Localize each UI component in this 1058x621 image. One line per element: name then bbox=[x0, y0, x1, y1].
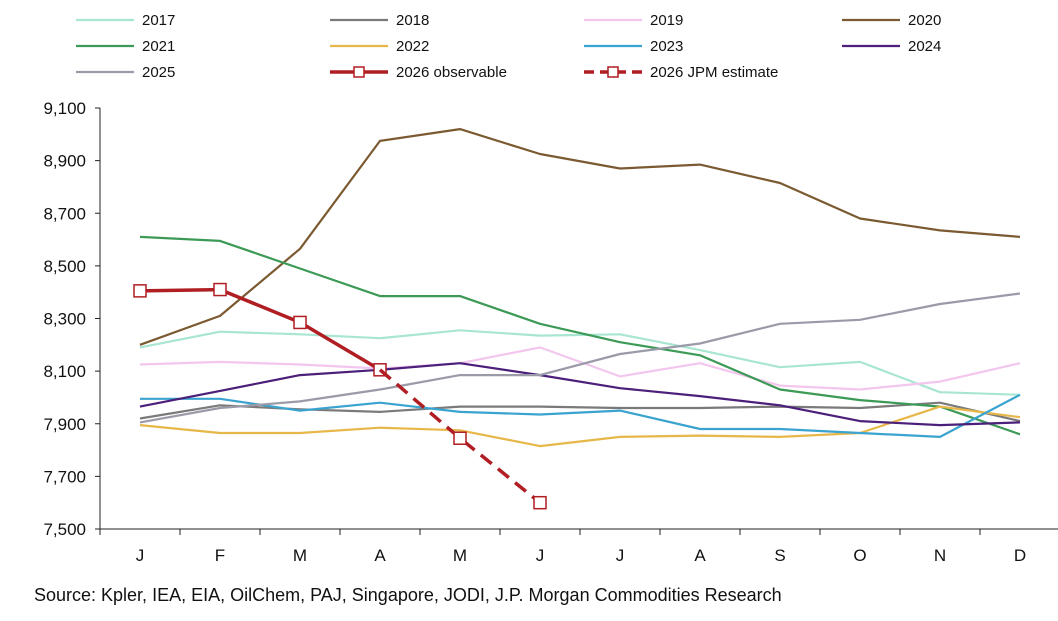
legend-swatch-marker bbox=[353, 66, 365, 78]
legend-label: 2026 observable bbox=[396, 64, 507, 81]
series-line bbox=[139, 329, 1021, 396]
series-lines bbox=[133, 128, 1021, 510]
legend-label: 2021 bbox=[142, 38, 175, 55]
series-line bbox=[139, 128, 1021, 346]
x-tick-label: J bbox=[136, 546, 145, 565]
legend-label: 2024 bbox=[908, 38, 941, 55]
line-chart: 2017 2018 2019 2020 2021 2022 2023 2024 2025 2026… bbox=[43, 12, 1058, 565]
x-tick-label: A bbox=[694, 546, 706, 565]
x-tick-label: J bbox=[536, 546, 545, 565]
x-tick-label: D bbox=[1014, 546, 1026, 565]
data-point-marker bbox=[453, 431, 467, 445]
y-tick-label: 8,700 bbox=[43, 204, 86, 223]
series-line bbox=[139, 287, 381, 372]
y-tick-label: 7,900 bbox=[43, 415, 86, 434]
x-tick-label: M bbox=[293, 546, 307, 565]
x-tick-label: J bbox=[616, 546, 625, 565]
legend-label: 2026 JPM estimate bbox=[650, 64, 778, 81]
y-tick-label: 8,100 bbox=[43, 362, 86, 381]
legend-label: 2020 bbox=[908, 12, 941, 29]
y-tick-label: 7,700 bbox=[43, 467, 86, 486]
series-line bbox=[378, 368, 542, 505]
y-tick-label: 8,300 bbox=[43, 310, 86, 329]
y-tick-label: 8,900 bbox=[43, 152, 86, 171]
x-tick-label: A bbox=[374, 546, 386, 565]
data-point-marker bbox=[133, 284, 147, 298]
legend-label: 2019 bbox=[650, 12, 683, 29]
x-tick-label: N bbox=[934, 546, 946, 565]
source-note: Source: Kpler, IEA, EIA, OilChem, PAJ, S… bbox=[34, 585, 782, 605]
axes: 7,500 7,700 7,900 8,100 8,300 8,500 8,700 8,900… bbox=[43, 99, 1058, 565]
legend-label: 2017 bbox=[142, 12, 175, 29]
series-line bbox=[139, 235, 1021, 436]
data-point-marker bbox=[293, 315, 307, 330]
y-tick-label: 7,500 bbox=[43, 520, 86, 539]
series-line bbox=[139, 405, 1021, 448]
x-tick-label: F bbox=[215, 546, 225, 565]
data-point-marker bbox=[533, 495, 547, 510]
series-line bbox=[140, 393, 1021, 438]
legend-label: 2022 bbox=[396, 38, 429, 55]
x-tick-label: M bbox=[453, 546, 467, 565]
series-line bbox=[139, 362, 1021, 427]
legend: 2017 2018 2019 2020 2021 2022 2023 2024 2025 2026… bbox=[76, 12, 941, 81]
legend-label: 2018 bbox=[396, 12, 429, 29]
legend-label: 2025 bbox=[142, 64, 175, 81]
legend-swatch-marker bbox=[607, 66, 619, 78]
series-line bbox=[139, 292, 1021, 424]
legend-label: 2023 bbox=[650, 38, 683, 55]
y-tick-label: 8,500 bbox=[43, 257, 86, 276]
y-tick-label: 9,100 bbox=[43, 99, 86, 118]
data-point-marker bbox=[213, 282, 227, 297]
series-line bbox=[139, 346, 1021, 391]
x-tick-label: S bbox=[774, 546, 785, 565]
x-tick-label: O bbox=[853, 546, 866, 565]
